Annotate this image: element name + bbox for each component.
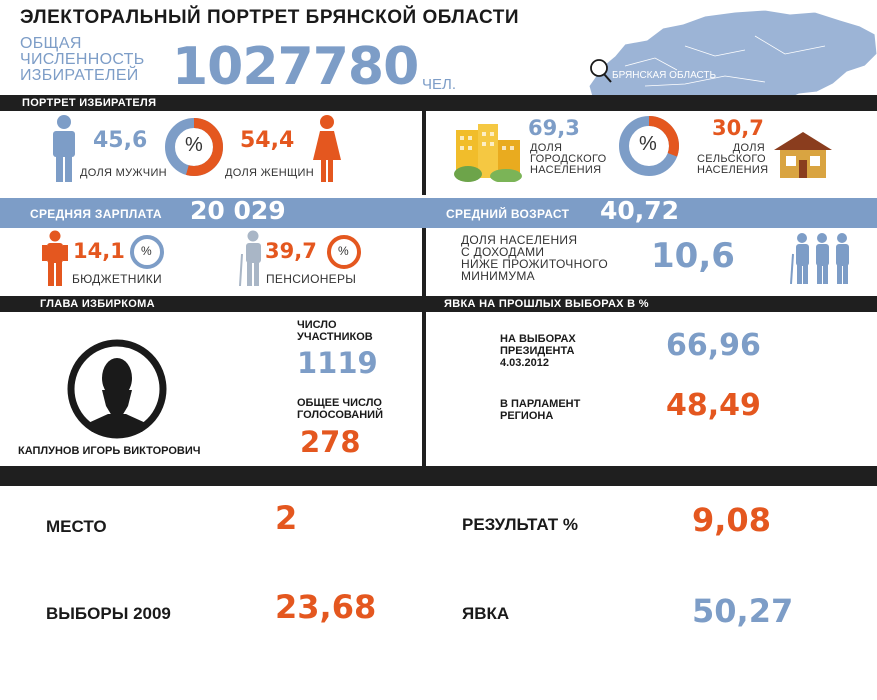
city-icon bbox=[454, 124, 522, 182]
rural-share-label: ДОЛЯ СЕЛЬСКОГО НАСЕЛЕНИЯ bbox=[697, 142, 769, 176]
votes-label: ОБЩЕЕ ЧИСЛО ГОЛОСОВАНИЙ bbox=[297, 397, 383, 421]
middle-divider bbox=[422, 228, 426, 296]
age-value: 40,72 bbox=[600, 196, 680, 225]
voters-label-line1: ОБЩАЯ bbox=[20, 35, 82, 52]
chief-turnout-header-bar bbox=[0, 296, 877, 312]
budget-ring bbox=[130, 235, 164, 269]
gender-donut-percent: % bbox=[185, 134, 203, 156]
footer-top-bar bbox=[0, 466, 877, 486]
man-icon bbox=[53, 115, 75, 182]
poverty-value: 10,6 bbox=[651, 236, 735, 276]
pensioner-icon bbox=[239, 230, 261, 286]
russia-map-shape bbox=[588, 9, 877, 107]
page-title: ЭЛЕКТОРАЛЬНЫЙ ПОРТРЕТ БРЯНСКОЙ ОБЛАСТИ bbox=[20, 7, 519, 28]
place-value: 2 bbox=[275, 499, 298, 537]
voters-label-line3: ИЗБИРАТЕЛЕЙ bbox=[20, 67, 139, 84]
votes-value: 278 bbox=[300, 425, 361, 459]
voters-label: ОБЩАЯ ЧИСЛЕННОСТЬ ИЗБИРАТЕЛЕЙ bbox=[20, 36, 145, 84]
parliament-turnout-value: 48,49 bbox=[666, 388, 761, 423]
woman-icon bbox=[313, 115, 341, 182]
salary-label: СРЕДНЯЯ ЗАРПЛАТА bbox=[30, 207, 162, 221]
votes-label-line2: ГОЛОСОВАНИЙ bbox=[297, 409, 383, 421]
rural-label-line2: СЕЛЬСКОГО bbox=[697, 153, 766, 165]
turnout-value: 50,27 bbox=[692, 592, 794, 630]
elections-2009-label: ВЫБОРЫ 2009 bbox=[46, 604, 171, 623]
urban-label-line1: ДОЛЯ bbox=[530, 142, 563, 154]
rural-label-line1: ДОЛЯ bbox=[732, 142, 765, 154]
president-label-line3: 4.03.2012 bbox=[500, 357, 549, 369]
pension-value: 39,7 bbox=[265, 239, 317, 263]
portrait-divider bbox=[422, 111, 426, 195]
participants-label-line1: ЧИСЛО bbox=[297, 319, 337, 331]
map-region-label: БРЯНСКАЯ ОБЛАСТЬ bbox=[612, 70, 717, 81]
men-share-value: 45,6 bbox=[93, 128, 148, 153]
pension-ring bbox=[327, 235, 361, 269]
urban-share-label: ДОЛЯ ГОРОДСКОГО НАСЕЛЕНИЯ bbox=[530, 143, 606, 176]
president-label-line1: НА ВЫБОРАХ bbox=[500, 333, 576, 345]
urban-label-line2: ГОРОДСКОГО bbox=[530, 153, 607, 165]
urban-label-line3: НАСЕЛЕНИЯ bbox=[530, 164, 602, 176]
participants-value: 1119 bbox=[297, 346, 378, 380]
gender-donut bbox=[165, 118, 223, 176]
portrait-header-bar bbox=[0, 95, 877, 111]
poverty-label-line4: МИНИМУМА bbox=[461, 269, 535, 283]
turnout-header: ЯВКА НА ПРОШЛЫХ ВЫБОРАХ В % bbox=[444, 298, 649, 310]
result-value: 9,08 bbox=[692, 501, 771, 539]
president-label-line2: ПРЕЗИДЕНТА bbox=[500, 345, 575, 357]
turnout-label: ЯВКА bbox=[462, 604, 510, 623]
men-share-label: ДОЛЯ МУЖЧИН bbox=[80, 167, 167, 179]
voters-value: 1027780 bbox=[172, 37, 419, 97]
chief-name: КАПЛУНОВ ИГОРЬ ВИКТОРОВИЧ bbox=[18, 445, 201, 457]
result-label: РЕЗУЛЬТАТ % bbox=[462, 515, 579, 534]
salary-age-bar bbox=[0, 198, 877, 228]
parliament-turnout-label: В ПАРЛАМЕНТ РЕГИОНА bbox=[500, 398, 580, 422]
pension-label: ПЕНСИОНЕРЫ bbox=[266, 272, 357, 286]
urban-share-value: 69,3 bbox=[528, 116, 580, 140]
chief-header: ГЛАВА ИЗБИРКОМА bbox=[40, 298, 155, 310]
president-turnout-label: НА ВЫБОРАХ ПРЕЗИДЕНТА 4.03.2012 bbox=[500, 333, 576, 369]
president-turnout-value: 66,96 bbox=[666, 328, 761, 363]
participants-label: ЧИСЛО УЧАСТНИКОВ bbox=[297, 319, 373, 343]
elderly-group-icon bbox=[790, 233, 849, 284]
portrait-header: ПОРТРЕТ ИЗБИРАТЕЛЯ bbox=[22, 97, 157, 109]
parliament-label-line1: В ПАРЛАМЕНТ bbox=[500, 398, 581, 410]
chief-avatar bbox=[67, 339, 167, 439]
poverty-label-line3: НИЖЕ ПРОЖИТОЧНОГО bbox=[461, 257, 608, 271]
gender-donut-women-arc bbox=[165, 118, 223, 176]
lower-divider bbox=[422, 312, 426, 468]
budget-label: БЮДЖЕТНИКИ bbox=[72, 272, 162, 286]
magnifier-icon bbox=[590, 59, 608, 77]
place-label: МЕСТО bbox=[46, 517, 107, 536]
settlement-donut-rural-arc bbox=[619, 116, 679, 176]
women-share-value: 54,4 bbox=[240, 128, 295, 153]
pension-ring-percent: % bbox=[338, 244, 349, 258]
voters-label-line2: ЧИСЛЕННОСТЬ bbox=[20, 51, 145, 68]
budget-ring-percent: % bbox=[141, 244, 152, 258]
women-share-label: ДОЛЯ ЖЕНЩИН bbox=[225, 167, 315, 179]
house-icon bbox=[774, 132, 832, 178]
poverty-label-line1: ДОЛЯ НАСЕЛЕНИЯ bbox=[461, 233, 578, 247]
russia-map-image bbox=[588, 9, 877, 107]
age-label: СРЕДНИЙ ВОЗРАСТ bbox=[446, 207, 570, 221]
votes-label-line1: ОБЩЕЕ ЧИСЛО bbox=[297, 397, 382, 409]
rural-label-line3: НАСЕЛЕНИЯ bbox=[697, 164, 769, 176]
budget-value: 14,1 bbox=[73, 239, 125, 263]
poverty-label: ДОЛЯ НАСЕЛЕНИЯ С ДОХОДАМИ НИЖЕ ПРОЖИТОЧН… bbox=[461, 234, 608, 282]
settlement-donut bbox=[619, 116, 679, 176]
poverty-label-line2: С ДОХОДАМИ bbox=[461, 245, 545, 259]
rural-share-value: 30,7 bbox=[712, 116, 764, 140]
parliament-label-line2: РЕГИОНА bbox=[500, 410, 554, 422]
voters-unit: ЧЕЛ. bbox=[422, 76, 457, 93]
salary-value: 20 029 bbox=[190, 196, 286, 225]
participants-label-line2: УЧАСТНИКОВ bbox=[297, 331, 373, 343]
elections-2009-value: 23,68 bbox=[275, 588, 377, 626]
worker-icon bbox=[42, 230, 68, 286]
settlement-donut-percent: % bbox=[639, 133, 657, 155]
